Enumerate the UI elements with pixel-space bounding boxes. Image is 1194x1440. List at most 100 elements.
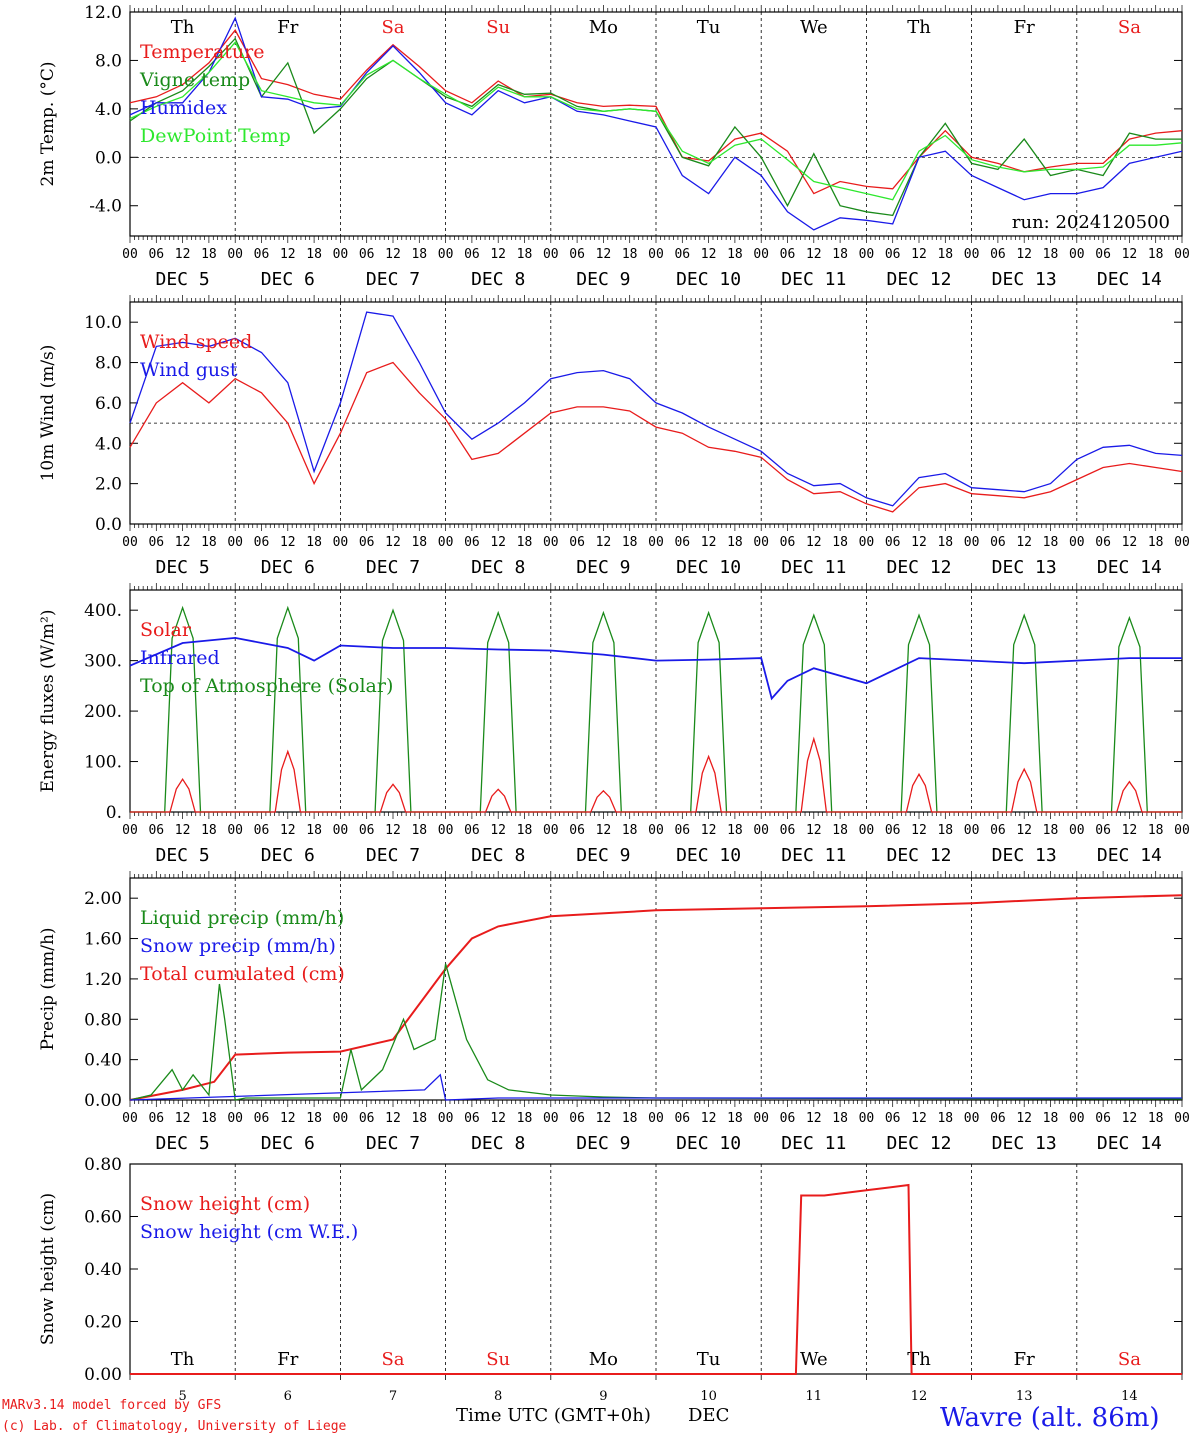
hour-label: 06 — [464, 535, 480, 550]
y-tick-label: 0.00 — [84, 1091, 122, 1111]
hour-label: 12 — [806, 247, 822, 262]
hour-label: 12 — [385, 823, 401, 838]
hour-label: 18 — [1043, 535, 1059, 550]
date-label: DEC 13 — [992, 557, 1057, 578]
legend-entry: Snow precip (mm/h) — [140, 935, 336, 957]
hour-label: 18 — [937, 823, 953, 838]
hour-label: 12 — [596, 823, 612, 838]
hour-label: 00 — [753, 1111, 769, 1126]
hour-label: 06 — [359, 823, 375, 838]
y-axis-label: Energy fluxes (W/m²) — [38, 610, 58, 793]
date-label: DEC 5 — [156, 557, 210, 578]
hour-label: 00 — [333, 535, 349, 550]
hour-label: 18 — [937, 1111, 953, 1126]
y-tick-label: 0.0 — [95, 148, 122, 168]
y-axis-label: 10m Wind (m/s) — [38, 345, 58, 482]
hour-label: 06 — [674, 535, 690, 550]
hour-label: 12 — [280, 1111, 296, 1126]
date-label: DEC 12 — [886, 845, 951, 866]
panel-3: 400. 300. 200. 100. 0. Energy fluxes (W/m²) 00… — [38, 583, 1190, 866]
day-name: Su — [486, 17, 510, 38]
hour-label: 06 — [464, 823, 480, 838]
hour-label: 00 — [438, 535, 454, 550]
y-tick-label: 0.40 — [84, 1051, 122, 1071]
hour-label: 12 — [175, 247, 191, 262]
hour-label: 18 — [622, 535, 638, 550]
date-label: DEC 6 — [261, 269, 315, 290]
hour-label: 06 — [254, 1111, 270, 1126]
date-label: DEC 9 — [576, 269, 630, 290]
y-tick-label: 1.20 — [84, 970, 122, 990]
hour-label: 06 — [990, 247, 1006, 262]
hour-label: 12 — [1016, 247, 1032, 262]
date-number: 10 — [700, 1389, 717, 1404]
series-solar — [130, 736, 1182, 813]
hour-label: 00 — [1069, 1111, 1085, 1126]
date-label: DEC 7 — [366, 1133, 420, 1154]
date-label: DEC 7 — [366, 557, 420, 578]
model-credit: MARv3.14 model forced by GFS — [2, 1398, 222, 1413]
hour-label: 06 — [464, 1111, 480, 1126]
plot-frame — [129, 11, 1183, 237]
hour-label: 06 — [780, 535, 796, 550]
hour-label: 06 — [254, 247, 270, 262]
date-label: DEC 6 — [261, 557, 315, 578]
series-dewpoint-temp — [129, 41, 1183, 201]
date-label: DEC 5 — [156, 845, 210, 866]
y-tick-label: 8.0 — [95, 354, 122, 374]
hour-label: 12 — [596, 247, 612, 262]
date-label: DEC 7 — [366, 845, 420, 866]
hour-label: 18 — [1148, 1111, 1164, 1126]
date-label: DEC 13 — [992, 845, 1057, 866]
hour-label: 12 — [701, 1111, 717, 1126]
date-label: DEC 10 — [676, 557, 741, 578]
hour-label: 00 — [648, 823, 664, 838]
series-temperature — [129, 29, 1183, 195]
date-label: DEC 12 — [886, 557, 951, 578]
hour-label: 00 — [648, 1111, 664, 1126]
hour-label: 18 — [832, 1111, 848, 1126]
date-number: 7 — [389, 1389, 397, 1404]
hour-label: 12 — [490, 1111, 506, 1126]
day-name: Fr — [277, 1349, 298, 1370]
date-label: DEC 11 — [781, 269, 846, 290]
y-tick-label: 2.0 — [95, 475, 122, 495]
y-axis-label: 2m Temp. (°C) — [38, 61, 58, 186]
station-label: Wavre (alt. 86m) — [940, 1403, 1160, 1433]
panel-1: 12.0 8.0 4.0 0.0 -4.0 2m Temp. (°C) Th Fr Sa Su Mo… — [38, 3, 1190, 290]
y-axis-label: Precip (mm/h) — [38, 927, 58, 1050]
hour-label: 18 — [411, 823, 427, 838]
date-label: DEC 11 — [781, 1133, 846, 1154]
hour-label: 00 — [543, 1111, 559, 1126]
hour-label: 06 — [148, 1111, 164, 1126]
hour-label: 00 — [1174, 823, 1190, 838]
y-tick-label: 0.40 — [84, 1260, 122, 1280]
date-number: 5 — [178, 1389, 186, 1404]
hour-label: 12 — [1016, 535, 1032, 550]
date-label: DEC 11 — [781, 845, 846, 866]
hour-label: 18 — [1148, 535, 1164, 550]
date-label: DEC 14 — [1097, 269, 1162, 290]
legend-entry: Wind gust — [140, 359, 238, 381]
hour-label: 06 — [359, 247, 375, 262]
y-tick-label: 4.0 — [95, 100, 122, 120]
day-name: Mo — [589, 1349, 618, 1370]
date-number: 14 — [1121, 1389, 1138, 1404]
hour-label: 00 — [227, 247, 243, 262]
hour-label: 18 — [1043, 247, 1059, 262]
date-number: 13 — [1016, 1389, 1033, 1404]
hour-label: 00 — [122, 823, 138, 838]
hour-label: 12 — [490, 823, 506, 838]
date-number: 11 — [806, 1389, 823, 1404]
hour-label: 18 — [622, 247, 638, 262]
hour-label: 18 — [517, 823, 533, 838]
day-name: Sa — [1118, 17, 1141, 38]
hour-label: 18 — [937, 247, 953, 262]
date-label: DEC 11 — [781, 557, 846, 578]
hour-label: 12 — [806, 823, 822, 838]
hour-label: 00 — [122, 1111, 138, 1126]
hour-label: 18 — [306, 535, 322, 550]
hour-label: 12 — [1016, 1111, 1032, 1126]
y-tick-label: -4.0 — [89, 197, 122, 217]
hour-label: 18 — [727, 535, 743, 550]
